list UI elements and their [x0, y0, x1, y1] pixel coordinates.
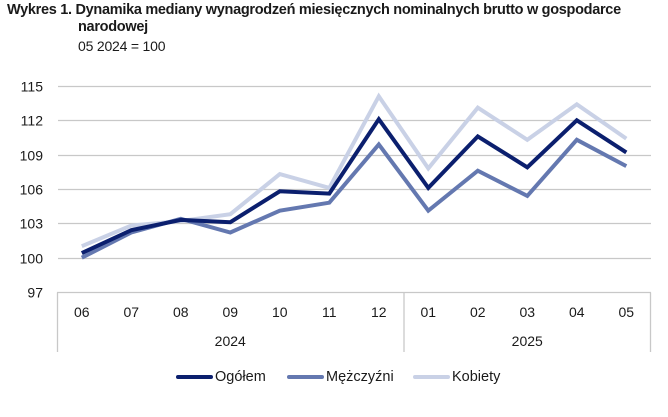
x-tick-label: 01: [420, 304, 436, 320]
x-tick-label: 11: [322, 304, 337, 320]
x-tick-label: 07: [123, 304, 139, 320]
x-tick-label: 09: [222, 304, 238, 320]
legend-label: Ogółem: [215, 369, 266, 385]
y-tick-label: 115: [21, 79, 44, 95]
chart-title: Wykres 1. Dynamika mediany wynagrodzeń m…: [7, 2, 667, 36]
chart-title-prefix: Wykres 1.: [7, 2, 72, 18]
legend-item-ogolem[interactable]: Ogółem: [176, 366, 266, 388]
legend-label: Mężczyźni: [326, 369, 394, 385]
chart-title-line2: narodowej: [78, 19, 148, 35]
chart-legend: Ogółem Mężczyźni Kobiety: [0, 366, 668, 388]
x-tick-label: 04: [569, 304, 585, 320]
series-lines: [80, 92, 628, 260]
y-tick-label: 106: [20, 182, 44, 198]
legend-item-mezczyzni[interactable]: Mężczyźni: [287, 366, 394, 388]
y-tick-label: 100: [20, 251, 44, 267]
y-tick-label: 109: [20, 148, 44, 164]
legend-swatch-mezczyzni: [287, 375, 324, 379]
x-tick-label: 12: [371, 304, 387, 320]
legend-label: Kobiety: [452, 369, 501, 385]
x-tick-label: 03: [519, 304, 535, 320]
x-tick-label: 05: [618, 304, 634, 320]
x-group-label: 2025: [512, 333, 543, 349]
x-axis: 06 07 08 09 10 11 12 01 02 03 04 05 2024 2025: [56, 291, 652, 352]
x-tick-label: 10: [272, 304, 288, 320]
legend-swatch-ogolem: [176, 375, 213, 379]
x-tick-label: 02: [470, 304, 486, 320]
chart-subtitle: 05 2024 = 100: [78, 38, 166, 54]
x-group-label: 2024: [215, 333, 246, 349]
x-tick-label: 08: [173, 304, 189, 320]
y-axis-ticks: 97 100 103 106 109 112 115: [20, 79, 44, 301]
y-tick-label: 103: [20, 216, 44, 232]
legend-swatch-kobiety: [413, 375, 450, 379]
y-tick-label: 112: [21, 113, 44, 129]
x-tick-label: 06: [74, 304, 90, 320]
series-line-ogółem: [80, 115, 628, 255]
legend-item-kobiety[interactable]: Kobiety: [413, 366, 500, 388]
y-tick-label: 97: [27, 285, 43, 301]
chart-title-line1: Dynamika mediany wynagrodzeń miesięcznyc…: [75, 2, 621, 18]
